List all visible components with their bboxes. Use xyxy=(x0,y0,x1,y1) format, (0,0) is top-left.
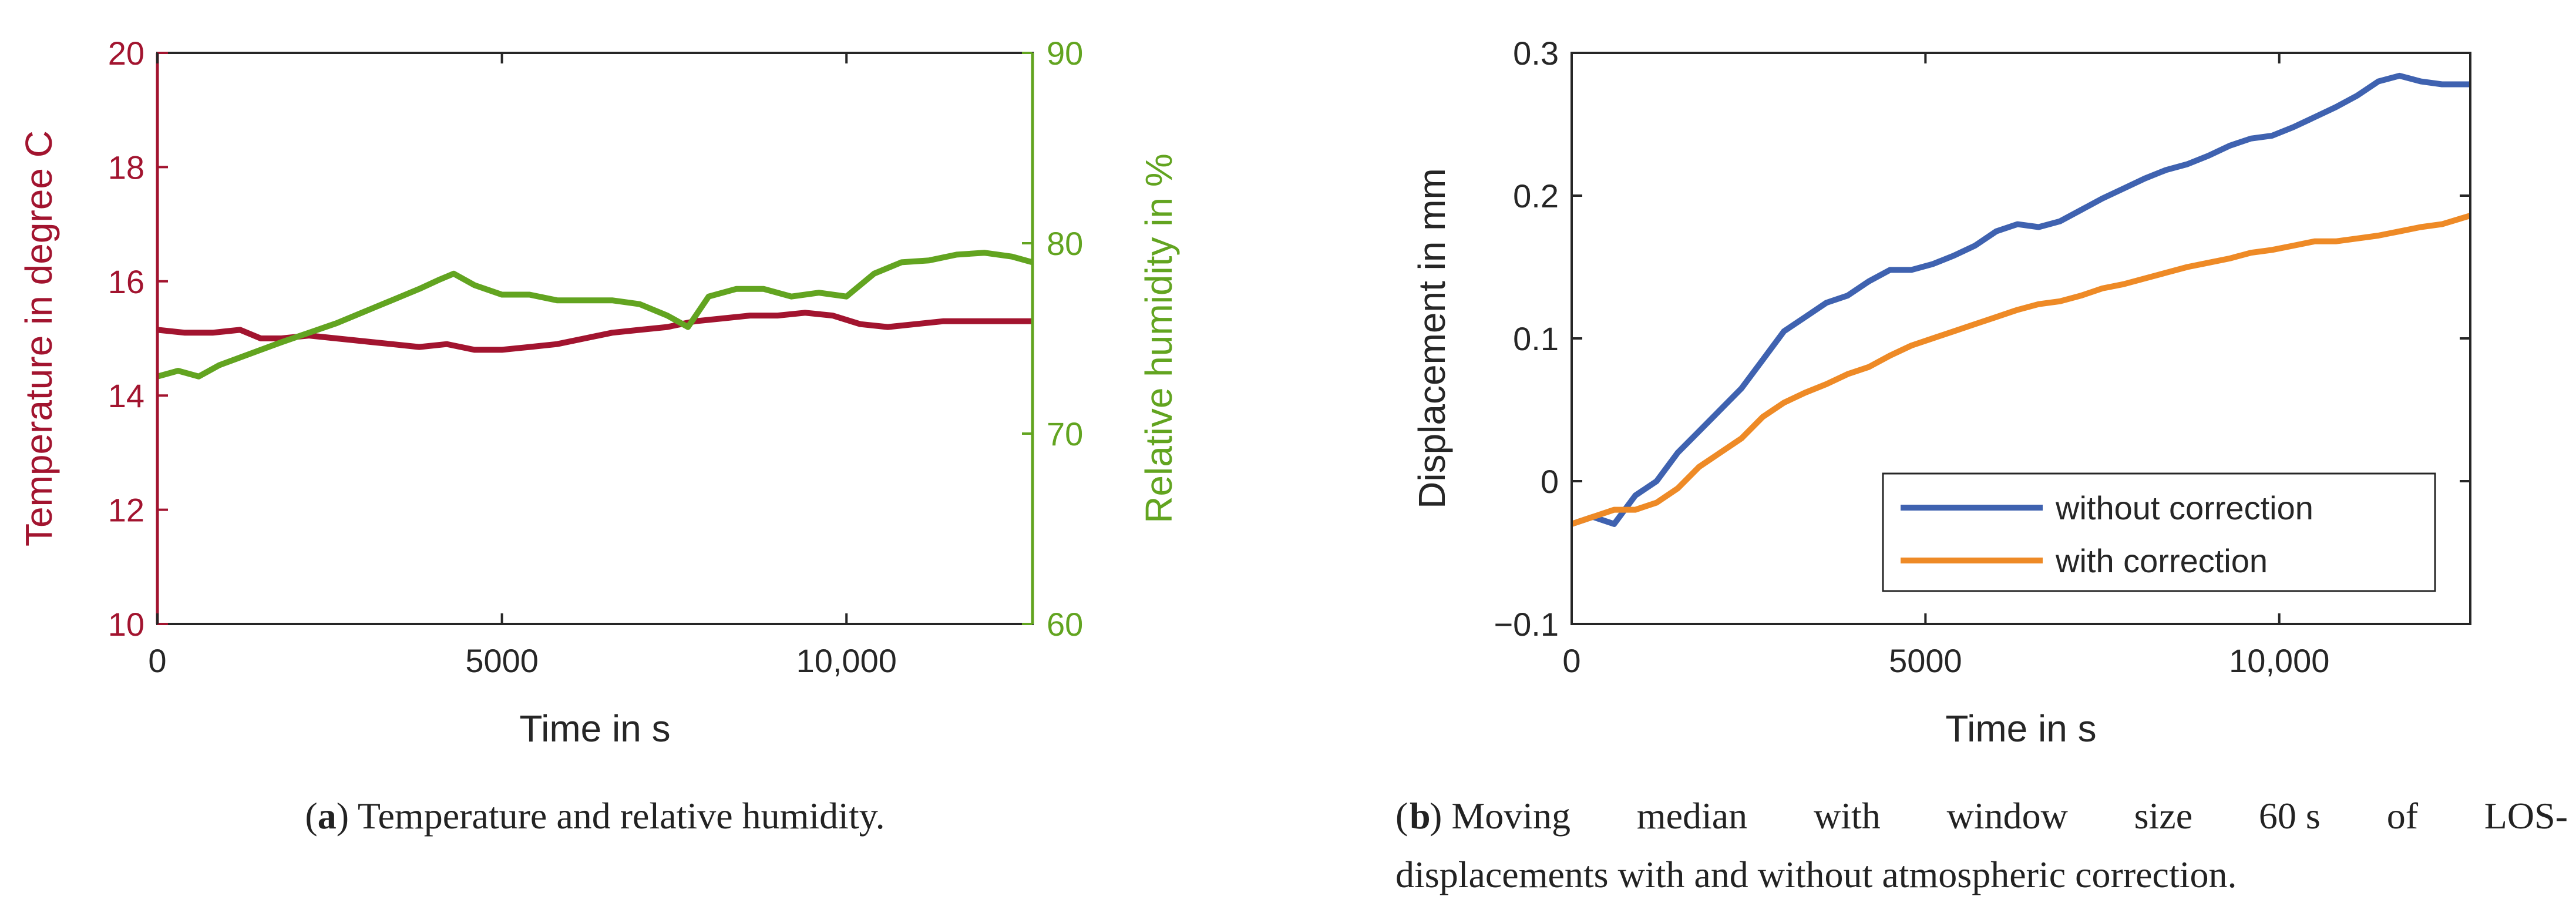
y-tick-label-a: 16 xyxy=(108,263,144,300)
series-line-temperature xyxy=(157,310,1033,353)
x-tick-label-a: 10,000 xyxy=(796,642,897,679)
x-axis-label-b: Time in s xyxy=(1945,707,2096,750)
y-tick-label-b: 0 xyxy=(1541,463,1559,500)
y-tick-label-b: −0.1 xyxy=(1494,606,1559,643)
y2-axis-label-a: Relative humidity in % xyxy=(1138,153,1180,523)
y-axis-label-b: Displacement in mm xyxy=(1411,168,1453,509)
y-tick-label-b: 0.3 xyxy=(1513,35,1559,72)
caption-b-word: with xyxy=(1814,795,1881,837)
y-tick-label-a: 10 xyxy=(108,606,144,643)
x-tick-label-b: 0 xyxy=(1562,642,1580,679)
y-tick-label-a: 14 xyxy=(108,377,144,414)
caption-b-word: ) Moving xyxy=(1430,795,1571,837)
y-tick-label-a: 12 xyxy=(108,492,144,529)
caption-a-body: ) Temperature and relative humidity. xyxy=(337,795,885,837)
caption-b-word: window xyxy=(1947,795,2068,837)
x-axis-label-a: Time in s xyxy=(519,707,670,750)
legend-label-without-correction: without correction xyxy=(2055,489,2313,526)
caption-b-word: size xyxy=(2134,795,2193,837)
caption-a: (a) Temperature and relative humidity. xyxy=(305,795,885,837)
chart-temperature-humidity: 10 12 14 16 18 20 60 70 80 90 0 5000 10,000 Time in … xyxy=(18,35,1180,750)
caption-b-open-paren: ( xyxy=(1395,795,1408,837)
x-tick-label-a: 5000 xyxy=(465,642,539,679)
series-line-without-correction xyxy=(1571,72,2470,527)
caption-a-paren: ( xyxy=(305,795,317,837)
x-tick-label-b: 5000 xyxy=(1889,642,1962,679)
caption-a-letter: a xyxy=(318,795,337,837)
y2-tick-label-a: 90 xyxy=(1047,35,1083,72)
y2-tick-label-a: 80 xyxy=(1047,225,1083,262)
caption-b-letter: b xyxy=(1410,795,1431,837)
caption-b-word: median xyxy=(1637,795,1747,837)
series-line-with-correction xyxy=(1571,213,2471,527)
y-tick-label-b: 0.1 xyxy=(1513,320,1559,357)
caption-a-text: (a) Temperature and relative humidity. xyxy=(305,795,885,837)
caption-b-line2: displacements with and without atmospher… xyxy=(1395,854,2237,895)
x-tick-label-a: 0 xyxy=(148,642,166,679)
x-tick-label-b: 10,000 xyxy=(2229,642,2329,679)
legend-label-with-correction: with correction xyxy=(2055,542,2268,579)
chart-displacement: −0.100.10.20.30 5000 10,000 Time in s Disp… xyxy=(1411,35,2471,750)
caption-b: ( b ) Moving median with window size 60 s of LO… xyxy=(1395,795,2568,895)
y-axis-label-a: Temperature in degree C xyxy=(18,130,60,546)
y-tick-label-a: 20 xyxy=(108,35,144,72)
legend-box xyxy=(1882,472,2436,592)
y-tick-label-b: 0.2 xyxy=(1513,177,1559,214)
caption-b-word: LOS- xyxy=(2484,795,2568,837)
caption-b-word: of xyxy=(2387,795,2419,837)
y2-tick-label-a: 60 xyxy=(1047,606,1083,643)
y2-tick-label-a: 70 xyxy=(1047,415,1083,452)
series-line-humidity xyxy=(156,250,1034,380)
y-tick-label-a: 18 xyxy=(108,149,144,186)
legend-b: without correction with correction xyxy=(1882,472,2436,592)
caption-b-word: 60 s xyxy=(2259,795,2321,837)
